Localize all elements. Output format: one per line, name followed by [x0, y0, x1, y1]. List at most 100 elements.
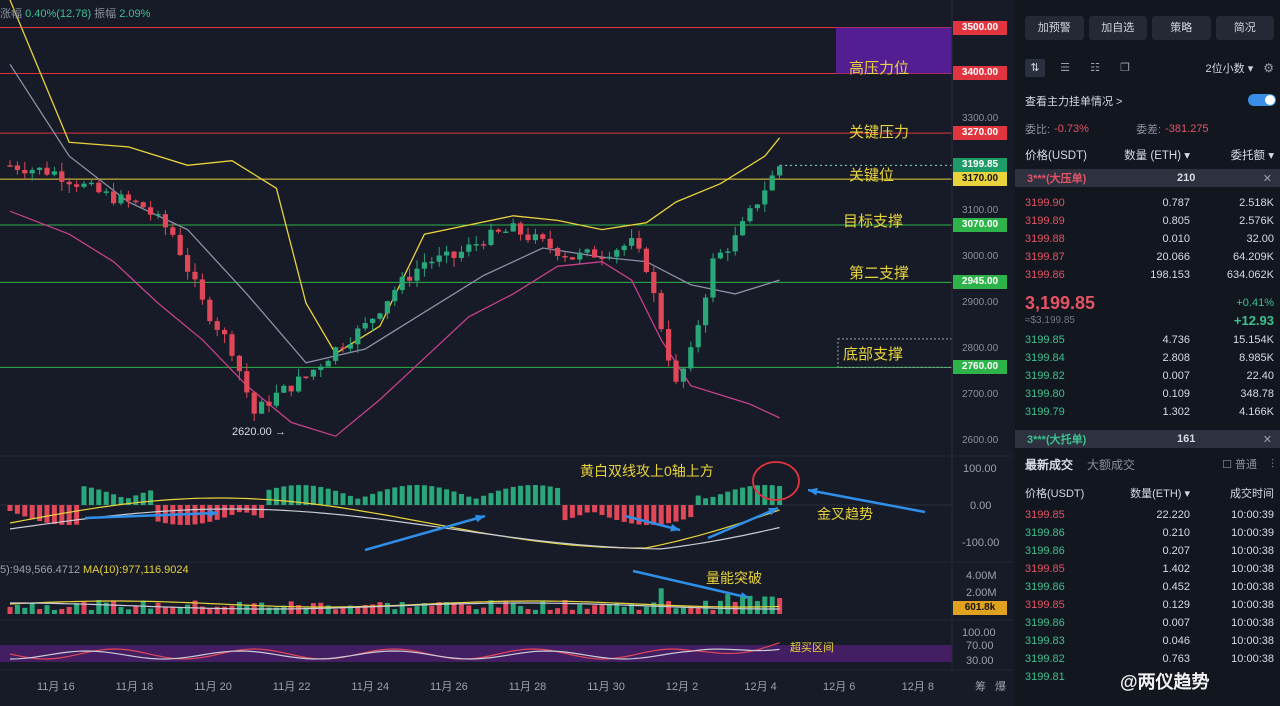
chart-canvas[interactable] [0, 0, 1012, 706]
trade-qty: 0.210 [1162, 527, 1190, 539]
volume-bar [370, 604, 376, 614]
bids-row[interactable]: 3199.80 0.109 348.78 [1025, 385, 1274, 403]
hdr-qty[interactable]: 数量 (ETH) ▾ [1124, 150, 1190, 162]
volume-bar [377, 602, 383, 614]
candle-body [118, 194, 124, 204]
asks-row[interactable]: 3199.89 0.805 2.576K [1025, 212, 1274, 230]
volume-bar [22, 607, 28, 614]
last-sub-row: ≈$3,199.85 +12.93 [1025, 311, 1274, 329]
main-order-row[interactable]: 查看主力挂单情况 > [1025, 92, 1274, 110]
volume-ma-line-2 [10, 602, 780, 610]
macd-bar [621, 505, 627, 522]
bids-row[interactable]: 3199.82 0.007 22.40 [1025, 367, 1274, 385]
volume-bar [229, 605, 235, 614]
asks-row[interactable]: 3199.90 0.787 2.518K [1025, 194, 1274, 212]
candle-body [81, 183, 87, 187]
main-order-title[interactable]: 查看主力挂单情况 > [1025, 96, 1123, 108]
volume-bar [525, 609, 531, 614]
candle-body [451, 251, 457, 258]
tab-large-trades[interactable]: 大额成交 [1087, 457, 1136, 472]
hdr-amount[interactable]: 委托额 ▾ [1230, 150, 1274, 162]
alert-button[interactable]: 加预警 [1025, 16, 1084, 40]
volume-bar [125, 609, 131, 614]
last-pct: +0.41% [1236, 297, 1274, 309]
volume-bar [51, 609, 57, 614]
candle-body [481, 244, 487, 246]
macd-bar [540, 485, 546, 505]
candle-body [629, 238, 635, 246]
candle-body [703, 297, 709, 326]
close-icon[interactable]: ✕ [1262, 172, 1272, 185]
macd-bar [429, 486, 435, 505]
candle-body [44, 167, 50, 175]
asks-row[interactable]: 3199.86 198.153 634.062K [1025, 266, 1274, 284]
bids-row[interactable]: 3199.79 1.302 4.166K [1025, 403, 1274, 421]
kdj-axis-2: 30.00 [966, 655, 994, 667]
candle-body [177, 234, 183, 256]
candle-body [547, 238, 553, 248]
volume-bar [754, 601, 760, 614]
macd-bar [710, 496, 716, 505]
volume-bar [629, 603, 635, 614]
macd-axis-2: -100.00 [962, 537, 1000, 549]
candle-body [325, 360, 331, 367]
bids-qty: 4.736 [1162, 334, 1190, 346]
trade-hdr-qty[interactable]: 数量(ETH) ▾ [1130, 488, 1190, 500]
close-icon[interactable]: ✕ [1262, 433, 1272, 446]
x-axis-label: 11月 30 [587, 681, 625, 693]
kdj-k-line [9, 642, 780, 660]
bids-row[interactable]: 3199.84 2.808 8.985K [1025, 349, 1274, 367]
volume-bar [532, 609, 538, 614]
candle-body [59, 171, 65, 182]
volume-bar [96, 600, 102, 614]
candle-body [103, 191, 109, 193]
strategy-button[interactable]: 策略 [1152, 16, 1211, 40]
settings-icon[interactable]: ⚙ [1263, 61, 1274, 75]
candle-body [236, 355, 242, 372]
low-marker: 2620.00 → [232, 426, 286, 438]
volume-bar [170, 606, 176, 614]
kline-chart[interactable]: 涨幅 0.40%(12.78) 振幅 2.09% 3500.00 3400.00 3… [0, 0, 1012, 706]
macd-bar [762, 485, 768, 505]
precision-select[interactable]: 2位小数 ▾ [1205, 63, 1254, 75]
x-extra-0[interactable]: 筹 [975, 681, 986, 693]
volume-bar [547, 609, 553, 614]
macd-bar [7, 505, 13, 511]
last-price: 3,199.85 [1025, 292, 1096, 313]
macd-bar [333, 490, 339, 505]
main-order-toggle[interactable] [1248, 94, 1276, 106]
macd-bar [599, 505, 605, 516]
change-label: 涨幅 [0, 8, 22, 20]
candle-body [170, 227, 176, 235]
tab-latest-trades[interactable]: 最新成交 [1025, 457, 1074, 472]
x-extra-1[interactable]: 爆 [995, 681, 1006, 693]
depth-both-icon[interactable]: ⇅ [1025, 59, 1045, 77]
normal-filter[interactable]: ☐ 普通 [1222, 456, 1257, 472]
bids-qty: 0.109 [1162, 388, 1190, 400]
price-axis-label: 3000.00 [962, 251, 999, 263]
candle-body [710, 258, 716, 298]
depth-asks-icon[interactable]: ☰ [1060, 62, 1070, 74]
trade-price: 3199.85 [1025, 599, 1065, 611]
volume-bar [710, 609, 716, 614]
asks-row[interactable]: 3199.87 20.066 64.209K [1025, 248, 1274, 266]
macd-bar [466, 496, 472, 505]
candle-body [525, 234, 531, 241]
volume-tag: 601.8k [953, 601, 1007, 615]
watchlist-button[interactable]: 加自选 [1088, 16, 1147, 40]
candle-body [577, 252, 583, 260]
filter-icon[interactable]: ⫶ [1270, 456, 1274, 471]
candle-body [495, 229, 501, 232]
depth-bids-icon[interactable]: ☷ [1090, 62, 1100, 74]
volume-bar [643, 606, 649, 614]
macd-bar [680, 505, 686, 520]
bids-row[interactable]: 3199.85 4.736 15.154K [1025, 331, 1274, 349]
checkbox-icon[interactable]: ☐ [1222, 459, 1235, 471]
asks-price: 3199.88 [1025, 233, 1065, 245]
overview-button[interactable]: 简况 [1215, 16, 1274, 40]
bids-amount: 15.154K [1233, 334, 1274, 346]
volume-bar [510, 602, 516, 614]
depth-expand-icon[interactable]: ❐ [1120, 62, 1130, 74]
asks-row[interactable]: 3199.88 0.010 32.00 [1025, 230, 1274, 248]
trend-arrow-head [768, 508, 778, 516]
